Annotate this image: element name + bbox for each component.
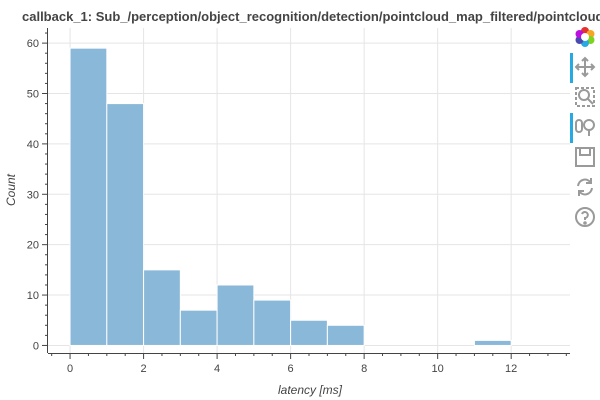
y-tick-label: 50 <box>27 89 39 101</box>
y-tick-label: 30 <box>27 189 39 201</box>
save-icon[interactable] <box>574 146 598 170</box>
chart-toolbar <box>570 24 600 244</box>
histogram-bar[interactable] <box>143 269 181 346</box>
histogram-bar[interactable] <box>253 299 292 346</box>
bokeh-logo-icon[interactable] <box>574 26 598 50</box>
x-axis-label: latency [ms] <box>278 383 343 397</box>
y-tick-label: 10 <box>27 290 39 302</box>
x-tick-label: 8 <box>361 363 367 375</box>
x-tick-label: 2 <box>141 363 147 375</box>
reset-icon[interactable] <box>574 176 598 200</box>
histogram-bar[interactable] <box>290 319 328 346</box>
histogram-bar[interactable] <box>106 103 145 346</box>
histogram-bar[interactable] <box>179 309 218 346</box>
axes: 0 2 4 6 8 10 12 0 10 20 30 40 50 60 <box>27 28 570 375</box>
chart-title: callback_1: Sub_/perception/object_recog… <box>22 9 600 24</box>
y-tick-label: 60 <box>27 38 39 50</box>
y-tick-label: 20 <box>27 240 39 252</box>
histogram-bar[interactable] <box>216 284 255 346</box>
x-tick-label: 4 <box>214 363 220 375</box>
bars <box>69 47 512 346</box>
box-zoom-icon[interactable] <box>574 86 598 110</box>
pan-icon[interactable] <box>574 56 598 80</box>
x-tick-label: 6 <box>288 363 294 375</box>
y-axis-label: Count <box>4 173 18 206</box>
x-tick-label: 0 <box>67 363 73 375</box>
wheel-zoom-active-indicator <box>570 113 573 143</box>
help-icon[interactable] <box>574 206 598 230</box>
wheel-zoom-icon[interactable] <box>574 116 598 140</box>
histogram-bar[interactable] <box>326 324 365 346</box>
histogram-bar[interactable] <box>473 339 512 346</box>
x-tick-label: 10 <box>432 363 444 375</box>
x-tick-label: 12 <box>505 363 517 375</box>
pan-active-indicator <box>570 53 573 83</box>
histogram-bar[interactable] <box>69 47 108 346</box>
y-tick-label: 40 <box>27 139 39 151</box>
y-tick-label: 0 <box>33 340 39 352</box>
